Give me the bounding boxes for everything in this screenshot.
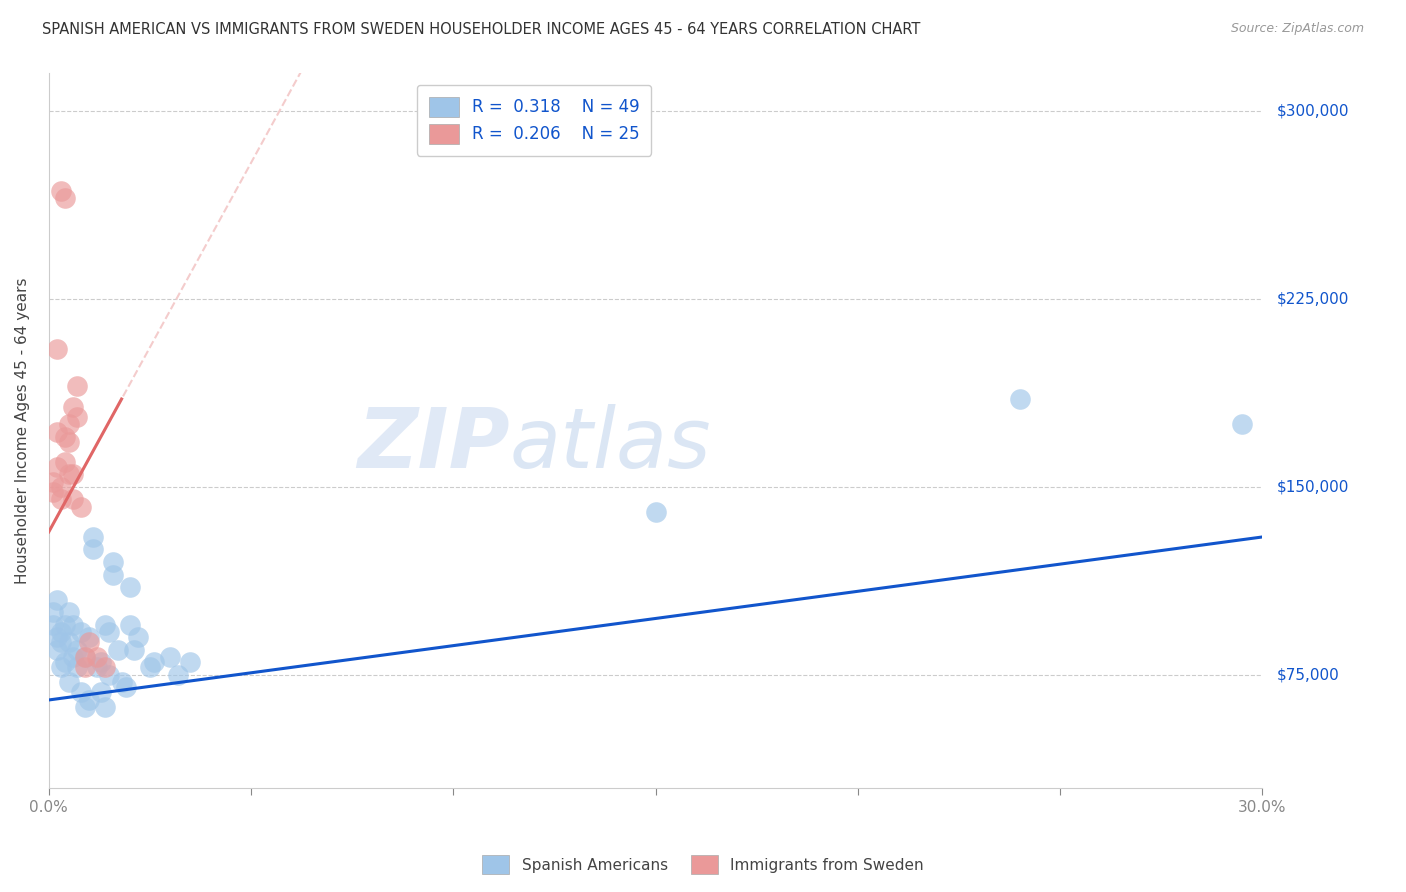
Point — [103, 567, 125, 582]
Point — [62, 617, 84, 632]
Text: ZIP: ZIP — [357, 404, 510, 485]
Point — [86, 650, 108, 665]
Point — [90, 685, 112, 699]
Point — [139, 660, 162, 674]
Point — [118, 580, 141, 594]
Point — [62, 467, 84, 482]
Point — [70, 500, 93, 514]
Point — [122, 642, 145, 657]
Point — [42, 475, 65, 489]
Point — [53, 430, 76, 444]
Point — [58, 675, 80, 690]
Point — [114, 681, 136, 695]
Point — [107, 642, 129, 657]
Point — [45, 592, 67, 607]
Point — [53, 455, 76, 469]
Point — [58, 467, 80, 482]
Point — [179, 656, 201, 670]
Point — [49, 480, 72, 494]
Point — [45, 642, 67, 657]
Point — [53, 191, 76, 205]
Point — [45, 459, 67, 474]
Point — [142, 656, 165, 670]
Text: $300,000: $300,000 — [1277, 103, 1348, 118]
Point — [77, 693, 100, 707]
Point — [45, 342, 67, 356]
Point — [167, 668, 190, 682]
Point — [1232, 417, 1254, 431]
Point — [66, 379, 89, 393]
Point — [62, 492, 84, 507]
Legend: Spanish Americans, Immigrants from Sweden: Spanish Americans, Immigrants from Swede… — [475, 849, 931, 880]
Point — [94, 700, 117, 714]
Y-axis label: Householder Income Ages 45 - 64 years: Householder Income Ages 45 - 64 years — [15, 277, 30, 583]
Text: atlas: atlas — [510, 404, 711, 485]
Point — [77, 635, 100, 649]
Point — [49, 660, 72, 674]
Point — [49, 492, 72, 507]
Point — [42, 605, 65, 619]
Point — [58, 605, 80, 619]
Point — [94, 617, 117, 632]
Point — [75, 660, 97, 674]
Point — [98, 668, 121, 682]
Point — [53, 656, 76, 670]
Point — [42, 484, 65, 499]
Point — [58, 635, 80, 649]
Point — [62, 650, 84, 665]
Point — [66, 642, 89, 657]
Point — [45, 425, 67, 439]
Point — [110, 675, 132, 690]
Text: $225,000: $225,000 — [1277, 291, 1348, 306]
Text: $150,000: $150,000 — [1277, 479, 1348, 494]
Point — [58, 434, 80, 449]
Point — [66, 409, 89, 424]
Point — [53, 617, 76, 632]
Point — [644, 505, 666, 519]
Point — [77, 630, 100, 644]
Point — [103, 555, 125, 569]
Point — [86, 660, 108, 674]
Legend: R =  0.318    N = 49, R =  0.206    N = 25: R = 0.318 N = 49, R = 0.206 N = 25 — [418, 85, 651, 155]
Point — [49, 184, 72, 198]
Text: $75,000: $75,000 — [1277, 667, 1339, 682]
Point — [49, 625, 72, 640]
Point — [75, 700, 97, 714]
Point — [98, 625, 121, 640]
Point — [82, 542, 104, 557]
Point — [70, 685, 93, 699]
Text: SPANISH AMERICAN VS IMMIGRANTS FROM SWEDEN HOUSEHOLDER INCOME AGES 45 - 64 YEARS: SPANISH AMERICAN VS IMMIGRANTS FROM SWED… — [42, 22, 921, 37]
Point — [82, 530, 104, 544]
Point — [118, 617, 141, 632]
Point — [127, 630, 149, 644]
Point — [159, 650, 181, 665]
Point — [1008, 392, 1031, 406]
Point — [90, 656, 112, 670]
Point — [49, 635, 72, 649]
Point — [94, 660, 117, 674]
Point — [62, 400, 84, 414]
Point — [42, 617, 65, 632]
Point — [75, 650, 97, 665]
Point — [75, 650, 97, 665]
Point — [58, 417, 80, 431]
Point — [66, 660, 89, 674]
Point — [70, 625, 93, 640]
Text: Source: ZipAtlas.com: Source: ZipAtlas.com — [1230, 22, 1364, 36]
Point — [45, 630, 67, 644]
